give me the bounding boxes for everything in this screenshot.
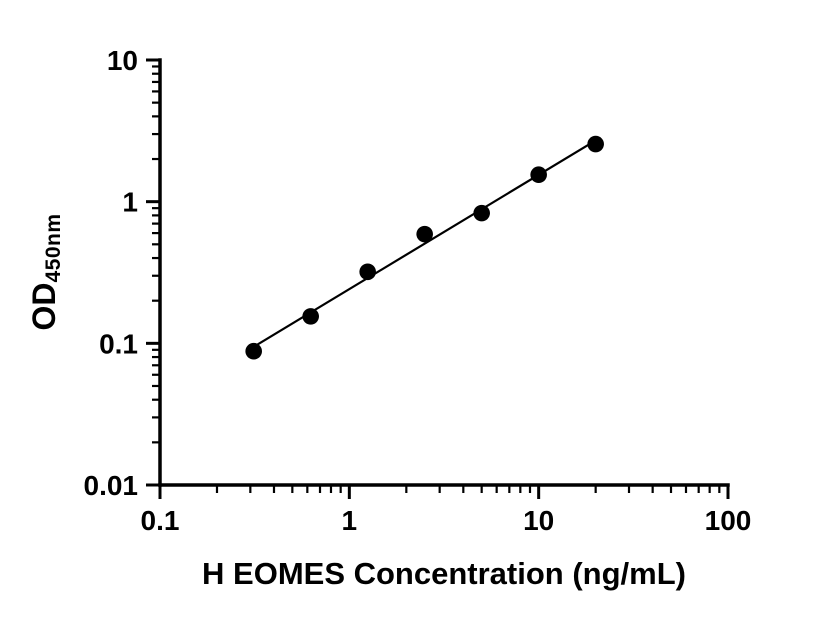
data-point <box>245 342 262 360</box>
y-tick-label: 10 <box>107 45 138 76</box>
y-axis-title: OD450nm <box>26 213 66 330</box>
y-axis-title-subscript: 450nm <box>41 213 65 283</box>
x-tick-label: 0.1 <box>141 505 180 536</box>
data-point <box>473 204 490 222</box>
x-tick-label: 1 <box>342 505 358 536</box>
x-tick-label: 10 <box>523 505 554 536</box>
y-tick-label: 0.1 <box>99 328 138 359</box>
x-tick-label: 100 <box>705 505 752 536</box>
x-axis-title: H EOMES Concentration (ng/mL) <box>202 556 686 591</box>
y-tick-label: 1 <box>122 187 138 218</box>
data-point <box>416 225 433 243</box>
data-point <box>359 263 376 281</box>
y-tick-label: 0.01 <box>84 470 139 501</box>
y-axis-title-main: OD <box>26 282 63 331</box>
data-point <box>587 135 604 153</box>
data-point <box>530 166 547 184</box>
data-point <box>302 308 319 325</box>
